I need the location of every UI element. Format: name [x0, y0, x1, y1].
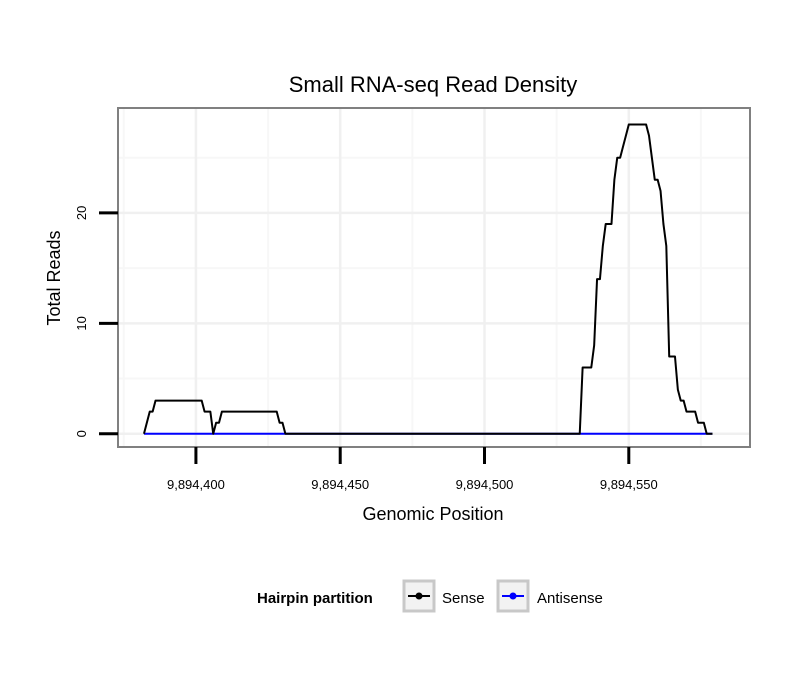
y-axis: 0 10 20 [74, 206, 118, 437]
x-axis: 9,894,400 9,894,450 9,894,500 9,894,550 [167, 447, 658, 492]
legend-point-antisense [509, 592, 517, 600]
x-axis-title: Genomic Position [362, 504, 503, 524]
x-tick-label: 9,894,450 [311, 477, 369, 492]
grid-lines [118, 108, 750, 447]
y-tick-label: 10 [74, 316, 89, 330]
series-line-sense [143, 123, 713, 435]
y-tick-label: 20 [74, 206, 89, 220]
legend-label-antisense: Antisense [537, 590, 603, 607]
x-tick-label: 9,894,550 [600, 477, 658, 492]
chart-title: Small RNA-seq Read Density [289, 72, 578, 97]
legend-point-sense [415, 592, 423, 600]
data-series [143, 123, 713, 435]
x-tick-label: 9,894,500 [456, 477, 514, 492]
y-axis-title: Total Reads [44, 230, 64, 325]
plot-panel-border [117, 107, 751, 448]
legend-label-sense: Sense [442, 590, 485, 607]
legend: Hairpin partition Sense Antisense [257, 579, 603, 613]
y-tick-label: 0 [74, 430, 89, 437]
x-tick-label: 9,894,400 [167, 477, 225, 492]
legend-title: Hairpin partition [257, 590, 373, 607]
